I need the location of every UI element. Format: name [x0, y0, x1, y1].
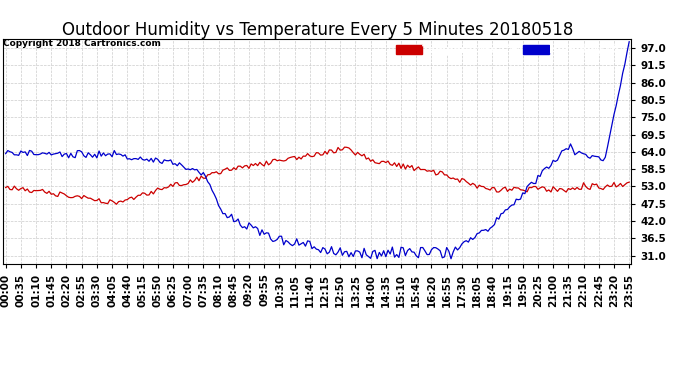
- Title: Outdoor Humidity vs Temperature Every 5 Minutes 20180518: Outdoor Humidity vs Temperature Every 5 …: [61, 21, 573, 39]
- Text: Copyright 2018 Cartronics.com: Copyright 2018 Cartronics.com: [3, 39, 161, 48]
- Legend: Temperature (°F), Humidity (%): Temperature (°F), Humidity (%): [396, 45, 626, 55]
